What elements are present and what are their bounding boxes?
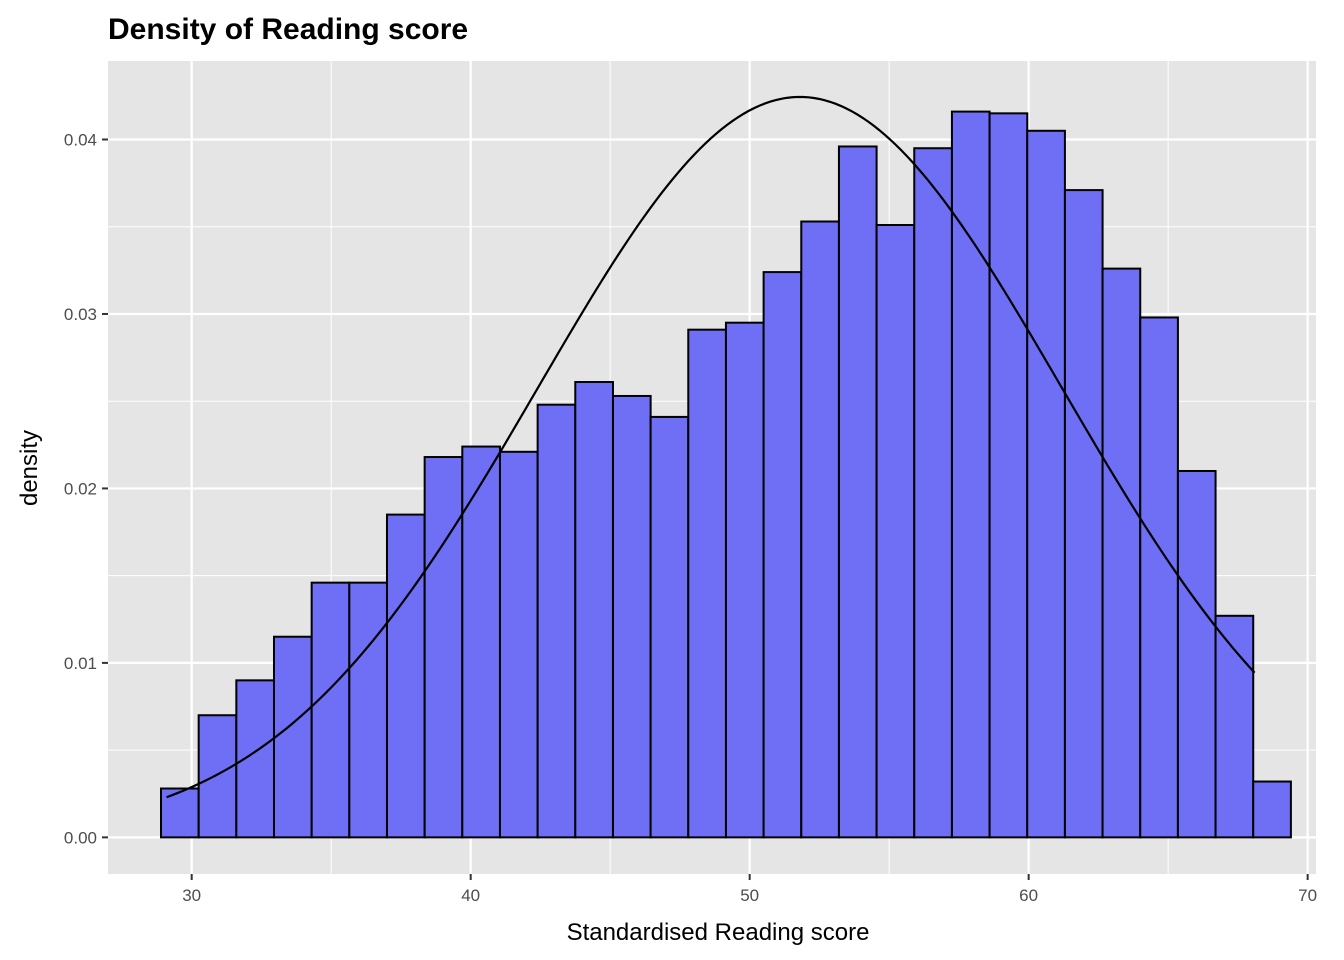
histogram-bar (235, 679, 275, 839)
y-tick-label: 0.04 (64, 131, 97, 150)
histogram-bars (160, 110, 1292, 839)
x-tick-label: 70 (1298, 886, 1317, 905)
histogram-bar (461, 445, 501, 839)
histogram-bar (1101, 267, 1142, 839)
y-tick-label: 0.01 (64, 654, 97, 673)
histogram-bar (498, 450, 539, 839)
histogram-bar (160, 787, 200, 839)
x-tick-label: 30 (182, 886, 201, 905)
histogram-bar (1214, 614, 1255, 839)
x-tick-label: 60 (1019, 886, 1038, 905)
x-tick-label: 50 (740, 886, 759, 905)
histogram-bar (762, 271, 803, 839)
histogram-bar (950, 110, 991, 839)
y-tick-label: 0.00 (64, 828, 97, 847)
histogram-bar (837, 145, 878, 839)
normal-density-curve (166, 95, 1256, 799)
histogram-bar (875, 223, 916, 839)
histogram-bar (310, 581, 351, 839)
histogram-bar (800, 220, 840, 839)
histogram-bar (611, 394, 652, 839)
histogram-bar (1063, 189, 1104, 839)
histogram-bar (1252, 780, 1292, 839)
histogram-bar (574, 381, 614, 839)
x-tick-label: 40 (461, 886, 480, 905)
histogram-bar (687, 328, 727, 839)
y-tick-label: 0.02 (64, 479, 97, 498)
histogram-bar (724, 321, 765, 839)
y-tick-label: 0.03 (64, 305, 97, 324)
histogram-bar (197, 714, 238, 839)
x-axis: 30 40 50 60 70 (182, 874, 1317, 905)
histogram-bar (988, 112, 1029, 839)
histogram-bar (536, 403, 577, 839)
y-axis: 0.00 0.01 0.02 0.03 0.04 (64, 131, 108, 847)
chart-title: Density of Reading score (108, 13, 468, 46)
x-axis-title: Standardised Reading score (567, 919, 870, 946)
histogram-bar (1139, 316, 1179, 839)
histogram-bar (348, 581, 388, 839)
histogram-bar (1176, 469, 1217, 839)
histogram-bar (385, 513, 426, 839)
histogram-bar (913, 147, 953, 839)
histogram-bar (1026, 129, 1066, 839)
histogram-bar (423, 456, 464, 839)
histogram-bar (272, 635, 313, 839)
y-axis-title: density (16, 430, 43, 506)
histogram-bar (649, 415, 690, 839)
